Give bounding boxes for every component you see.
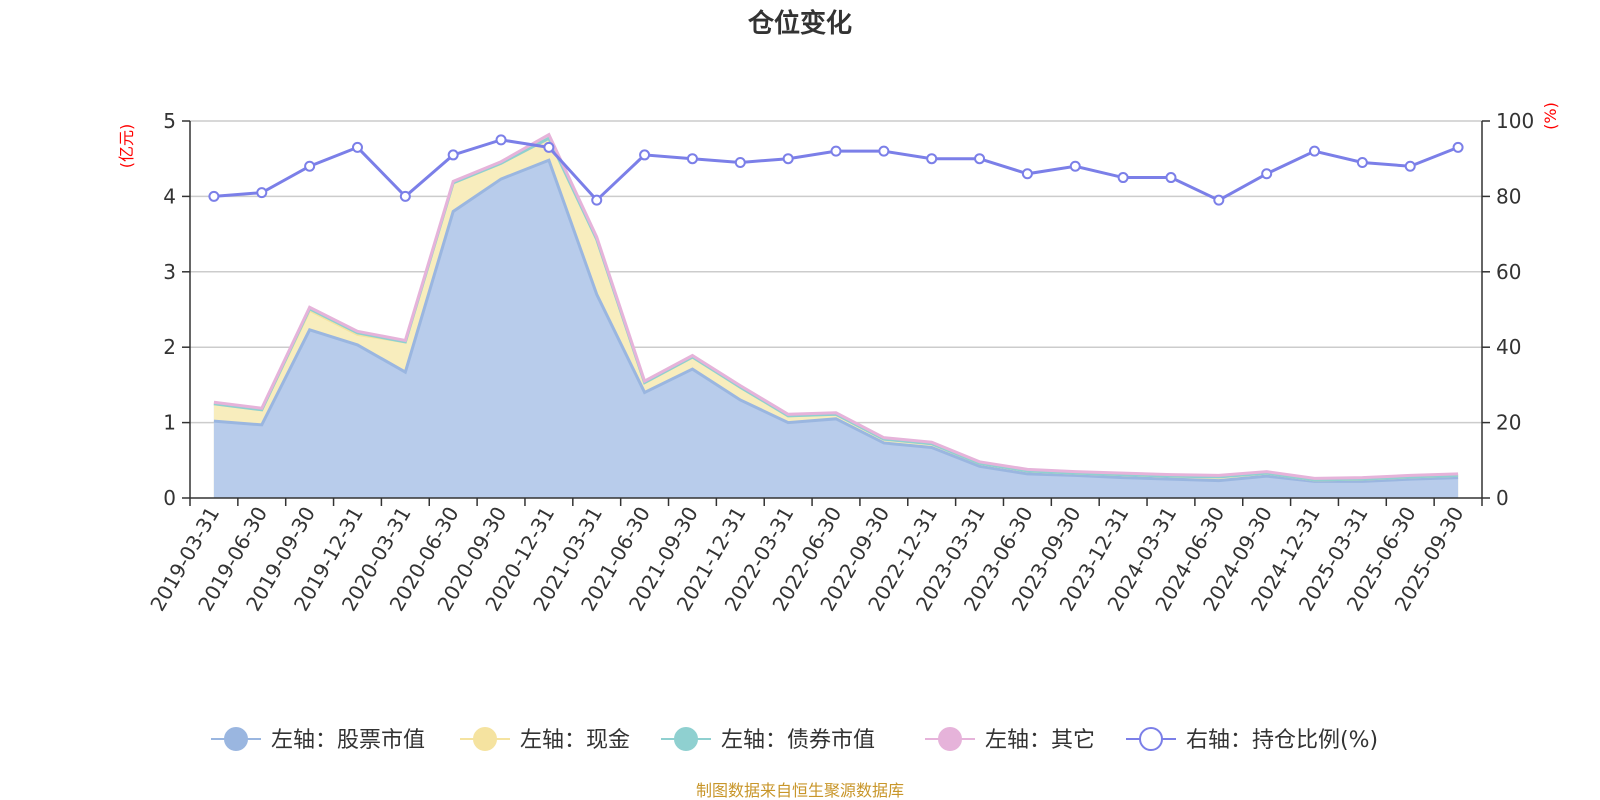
left-y-tick-label: 0: [163, 486, 176, 510]
right-y-tick-label: 100: [1496, 109, 1534, 133]
right-y-tick-label: 20: [1496, 411, 1521, 435]
legend-label: 右轴：持仓比例(%): [1186, 728, 1378, 753]
ratio-point: [878, 145, 890, 157]
ratio-point: [1309, 145, 1321, 157]
right-y-tick-label: 0: [1496, 486, 1509, 510]
ratio-point: [1069, 160, 1081, 172]
legend-label: 左轴：股票市值: [271, 728, 425, 753]
left-y-tick-label: 5: [163, 109, 176, 133]
ratio-point: [1117, 172, 1129, 184]
ratio-point: [926, 153, 938, 165]
ratio-point: [639, 149, 651, 161]
ratio-point: [1404, 160, 1416, 172]
ratio-point: [830, 145, 842, 157]
legend-marker: [224, 727, 248, 751]
legend-marker: [938, 727, 962, 751]
ratio-point: [351, 141, 363, 153]
ratio-point: [543, 141, 555, 153]
ratio-point: [1213, 194, 1225, 206]
right-axis-unit: (%): [1541, 102, 1560, 130]
ratio-point: [782, 153, 794, 165]
source-note: 制图数据来自恒生聚源数据库: [696, 781, 904, 800]
ratio-point: [304, 160, 316, 172]
chart-title: 仓位变化: [747, 8, 852, 39]
legend-label: 左轴：债券市值: [721, 728, 875, 753]
legend-label: 左轴：其它: [985, 728, 1095, 753]
right-y-tick-label: 40: [1496, 335, 1521, 359]
stacked-areas: [213, 132, 1459, 499]
left-y-tick-label: 2: [163, 335, 176, 359]
right-y-tick-label: 60: [1496, 260, 1521, 284]
ratio-point: [447, 149, 459, 161]
left-y-tick-label: 3: [163, 260, 176, 284]
left-y-tick-label: 1: [163, 411, 176, 435]
ratio-point: [734, 156, 746, 168]
left-axis-unit: (亿元): [117, 124, 136, 169]
right-y-tick-label: 80: [1496, 184, 1521, 208]
legend-marker: [674, 727, 698, 751]
ratio-point: [1261, 168, 1273, 180]
ratio-line-series: [208, 134, 1464, 206]
ratio-point: [591, 194, 603, 206]
legend: 左轴：股票市值 左轴：现金 左轴：债券市值 左轴：其它 右轴：持仓比例(%): [211, 727, 1378, 753]
ratio-point: [256, 187, 268, 199]
area-line-4: [213, 132, 1459, 480]
legend-marker: [1139, 727, 1163, 751]
ratio-point: [208, 190, 220, 202]
ratio-point: [399, 190, 411, 202]
area-line-1: [213, 158, 1459, 483]
ratio-point: [1021, 168, 1033, 180]
area-1: [213, 160, 1459, 498]
legend-marker: [473, 727, 497, 751]
ratio-point: [974, 153, 986, 165]
ratio-point: [1165, 172, 1177, 184]
ratio-point: [686, 153, 698, 165]
ratio-point: [495, 134, 507, 146]
ratio-point: [1356, 156, 1368, 168]
ratio-point: [1452, 141, 1464, 153]
left-y-tick-label: 4: [163, 184, 176, 208]
legend-label: 左轴：现金: [520, 728, 630, 753]
